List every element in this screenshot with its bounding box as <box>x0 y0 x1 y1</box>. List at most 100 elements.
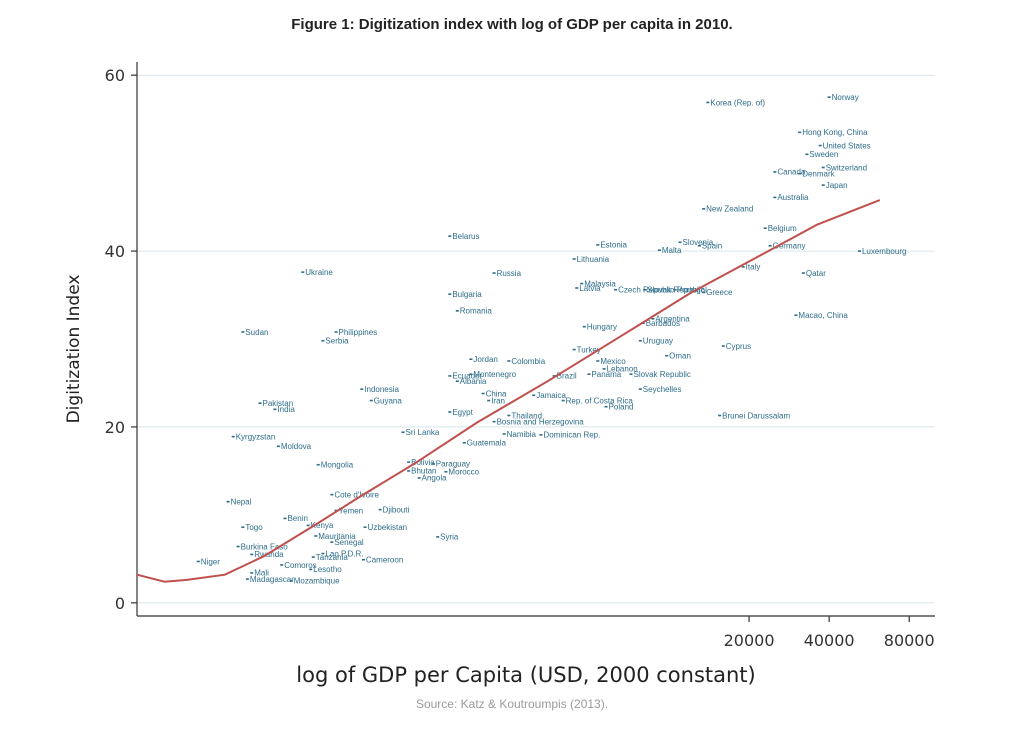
point-label: Guyana <box>374 396 403 405</box>
data-point <box>369 399 373 402</box>
point-label: Malta <box>662 246 682 255</box>
point-label: Morocco <box>448 468 479 477</box>
point-label: Yemen <box>339 506 364 515</box>
data-point <box>572 258 576 260</box>
data-point <box>768 244 772 247</box>
data-point <box>706 101 710 104</box>
data-point <box>643 288 647 291</box>
data-point <box>794 314 798 317</box>
point-label: Cyprus <box>726 342 751 351</box>
point-label: Denmark <box>802 169 835 178</box>
point-label: Bosnia and Herzegovina <box>497 417 585 426</box>
point-label: Mauritania <box>318 532 356 541</box>
point-label: Norway <box>832 93 859 102</box>
data-point <box>236 545 240 548</box>
data-point <box>798 172 802 175</box>
figure-title: Figure 1: Digitization index with log of… <box>291 16 733 33</box>
data-point <box>330 541 334 543</box>
point-label: Ecuador <box>452 372 482 381</box>
data-point <box>638 388 642 390</box>
data-point <box>231 435 235 438</box>
data-point <box>596 360 600 362</box>
point-label: Belgium <box>768 224 797 233</box>
point-label: Sweden <box>809 150 838 159</box>
data-point <box>614 288 618 291</box>
point-label: Angola <box>422 474 447 483</box>
data-point <box>741 266 745 268</box>
data-point <box>306 524 310 527</box>
data-point <box>539 434 543 436</box>
point-label: Montenegro <box>473 370 516 379</box>
point-label: Germany <box>773 242 806 251</box>
point-label: Greece <box>706 288 733 297</box>
y-axis-label: Digitization Index <box>64 275 84 424</box>
data-point <box>821 166 825 169</box>
point-label: Moldova <box>281 442 312 451</box>
point-label: United States <box>823 141 871 150</box>
point-label: Nepal <box>231 497 252 506</box>
point-label: Panama <box>591 370 621 379</box>
data-point <box>276 445 280 448</box>
point-label: Egypt <box>452 408 473 417</box>
data-point <box>444 470 448 473</box>
data-point <box>805 153 809 156</box>
point-label: China <box>486 389 507 398</box>
data-point <box>587 373 591 375</box>
point-label: Syria <box>440 533 459 542</box>
data-point <box>678 241 682 244</box>
data-point <box>773 196 777 199</box>
data-point <box>455 380 459 383</box>
point-label: Jamaica <box>536 391 566 400</box>
point-label: Kyrgyzstan <box>236 432 276 441</box>
point-label: Djibouti <box>383 505 410 514</box>
point-label: Sri Lanka <box>406 428 440 437</box>
y-tick-label: 0 <box>115 594 125 613</box>
point-label: Albania <box>460 377 487 386</box>
point-label: Uzbekistan <box>368 523 408 532</box>
data-point <box>580 282 584 285</box>
point-label: Macao, China <box>798 311 848 320</box>
point-label: Hong Kong, China <box>802 128 868 137</box>
point-label: Slovak Republic <box>634 370 691 379</box>
point-label: Kenya <box>311 521 334 530</box>
point-label: Uruguay <box>643 337 673 346</box>
data-point <box>196 560 200 563</box>
data-point <box>821 184 825 186</box>
data-point <box>702 208 706 210</box>
y-tick-label: 40 <box>105 242 125 261</box>
point-label: Qatar <box>806 269 826 278</box>
data-point <box>857 250 861 252</box>
data-point <box>283 517 287 520</box>
data-point <box>360 388 364 390</box>
data-point <box>407 470 411 472</box>
data-point <box>334 509 338 512</box>
data-point <box>301 271 305 273</box>
trend-line <box>136 199 881 583</box>
point-label: Rep. of Costa Rica <box>566 396 634 405</box>
data-point <box>763 227 767 229</box>
data-point <box>487 399 491 402</box>
data-point <box>507 414 511 417</box>
point-label: Romania <box>460 307 493 316</box>
data-point <box>378 508 382 511</box>
point-label: Burkina Faso <box>241 542 289 551</box>
data-point <box>448 235 452 237</box>
point-label: Benin <box>287 514 307 523</box>
data-point <box>289 580 293 582</box>
point-label: Poland <box>609 403 634 412</box>
point-label: Bolivia <box>411 458 435 467</box>
point-label: Hungary <box>587 322 617 331</box>
data-point <box>492 272 496 274</box>
data-point <box>363 526 367 528</box>
data-point <box>469 358 473 361</box>
point-label: Lesotho <box>313 565 342 574</box>
data-point <box>407 461 411 463</box>
data-point <box>448 411 452 413</box>
point-label: Tanzania <box>316 553 349 562</box>
data-point <box>417 477 421 479</box>
data-point <box>250 572 254 574</box>
point-label: Philippines <box>339 328 378 337</box>
data-point <box>532 394 536 397</box>
data-point <box>629 373 633 375</box>
